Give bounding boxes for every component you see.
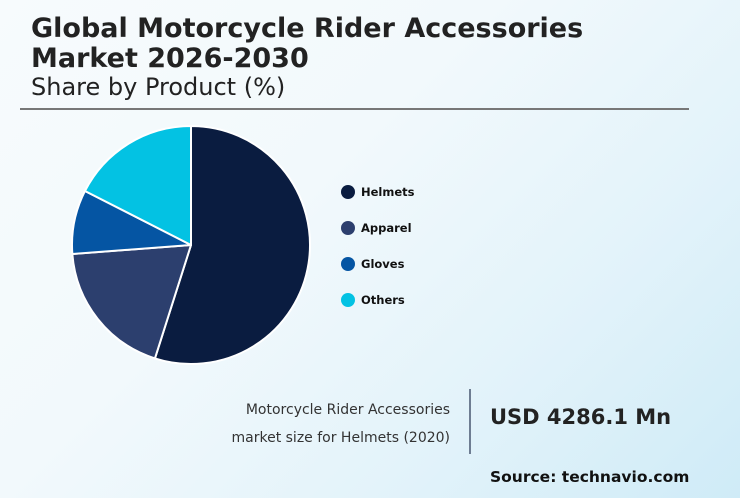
legend-label: Gloves: [361, 257, 405, 271]
legend-label: Helmets: [361, 185, 415, 199]
chart-subtitle: Share by Product (%): [31, 73, 286, 101]
source-credit: Source: technavio.com: [490, 468, 690, 486]
legend-dot-icon: [341, 257, 355, 271]
legend-dot-icon: [341, 185, 355, 199]
pie-chart: [71, 125, 311, 365]
market-size-value: USD 4286.1 Mn: [490, 405, 672, 429]
header-divider: [20, 108, 689, 110]
pie-slice-helmets: [153, 125, 311, 365]
legend-label: Apparel: [361, 221, 412, 235]
market-size-label-line2: market size for Helmets (2020): [231, 430, 451, 446]
chart-title: Global Motorcycle Rider Accessories Mark…: [31, 13, 584, 74]
pie-slice-apparel: [71, 244, 192, 360]
market-size-label: Motorcycle Rider Accessories market size…: [180, 396, 451, 452]
legend-dot-icon: [341, 221, 355, 235]
legend: Helmets Apparel Gloves Others: [340, 174, 415, 318]
stat-divider: [469, 389, 471, 454]
legend-item-gloves: Gloves: [340, 246, 415, 282]
legend-dot-icon: [341, 293, 355, 307]
market-size-label-line1: Motorcycle Rider Accessories: [245, 402, 450, 418]
legend-label: Others: [361, 293, 405, 307]
legend-item-others: Others: [340, 282, 415, 318]
pie-slice-others: [83, 125, 192, 246]
legend-item-helmets: Helmets: [340, 174, 415, 210]
legend-item-apparel: Apparel: [340, 210, 415, 246]
